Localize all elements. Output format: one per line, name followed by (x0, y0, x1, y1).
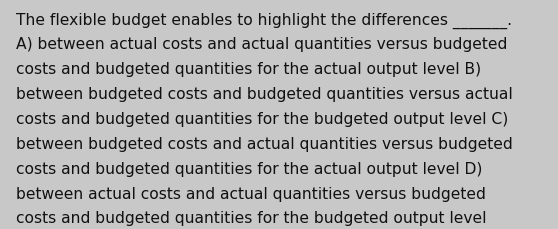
Text: costs and budgeted quantities for the budgeted output level C): costs and budgeted quantities for the bu… (16, 112, 508, 126)
Text: costs and budgeted quantities for the actual output level B): costs and budgeted quantities for the ac… (16, 62, 481, 77)
Text: The flexible budget enables to highlight the differences _______.: The flexible budget enables to highlight… (16, 13, 512, 29)
Text: costs and budgeted quantities for the actual output level D): costs and budgeted quantities for the ac… (16, 161, 482, 176)
Text: between budgeted costs and actual quantities versus budgeted: between budgeted costs and actual quanti… (16, 136, 512, 151)
Text: costs and budgeted quantities for the budgeted output level: costs and budgeted quantities for the bu… (16, 210, 486, 225)
Text: A) between actual costs and actual quantities versus budgeted: A) between actual costs and actual quant… (16, 37, 507, 52)
Text: between actual costs and actual quantities versus budgeted: between actual costs and actual quantiti… (16, 186, 485, 201)
Text: between budgeted costs and budgeted quantities versus actual: between budgeted costs and budgeted quan… (16, 87, 512, 102)
